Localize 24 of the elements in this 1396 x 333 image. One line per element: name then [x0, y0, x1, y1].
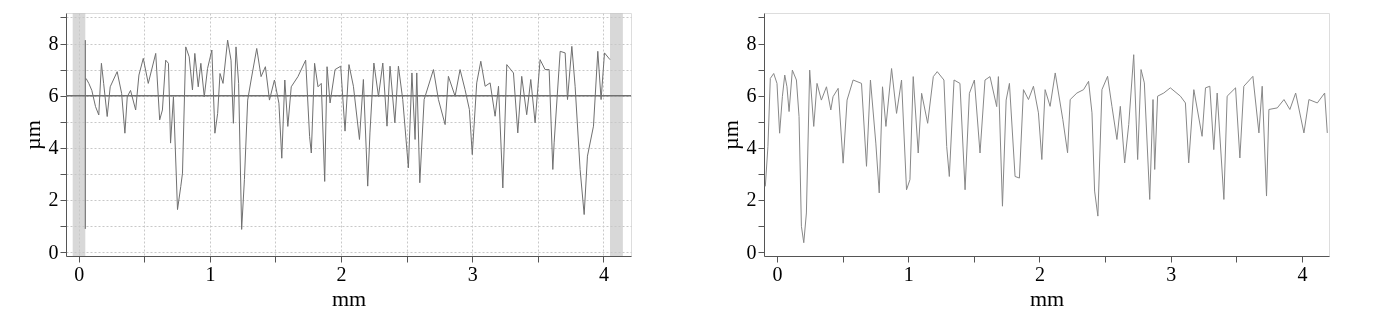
y-tick-label: 2: [746, 188, 757, 211]
x-tick-label: 0: [772, 262, 783, 285]
y-axis-title: µm: [717, 120, 743, 150]
x-axis-title: mm: [331, 285, 367, 311]
y-tick-label: 4: [48, 136, 59, 159]
x-tick-label: 3: [467, 262, 478, 285]
y-tick-label: 0: [746, 240, 757, 263]
x-tick-label: 1: [903, 262, 914, 285]
x-tick-label: 4: [598, 262, 609, 285]
y-tick-label: 8: [48, 32, 59, 55]
x-tick-label: 2: [336, 262, 347, 285]
y-tick-label: 2: [48, 188, 59, 211]
y-tick-label: 4: [746, 136, 757, 159]
y-tick-label: 6: [48, 84, 59, 107]
x-tick-label: 3: [1166, 262, 1177, 285]
x-tick-label: 2: [1034, 262, 1045, 285]
y-tick-label: 8: [746, 32, 757, 55]
x-tick-label: 0: [74, 262, 85, 285]
y-tick-label: 0: [48, 240, 59, 263]
x-tick-label: 4: [1297, 262, 1308, 285]
y-tick-label: 6: [746, 84, 757, 107]
y-axis-title: µm: [19, 120, 45, 150]
x-axis-title: mm: [1029, 285, 1065, 311]
x-tick-label: 1: [205, 262, 216, 285]
